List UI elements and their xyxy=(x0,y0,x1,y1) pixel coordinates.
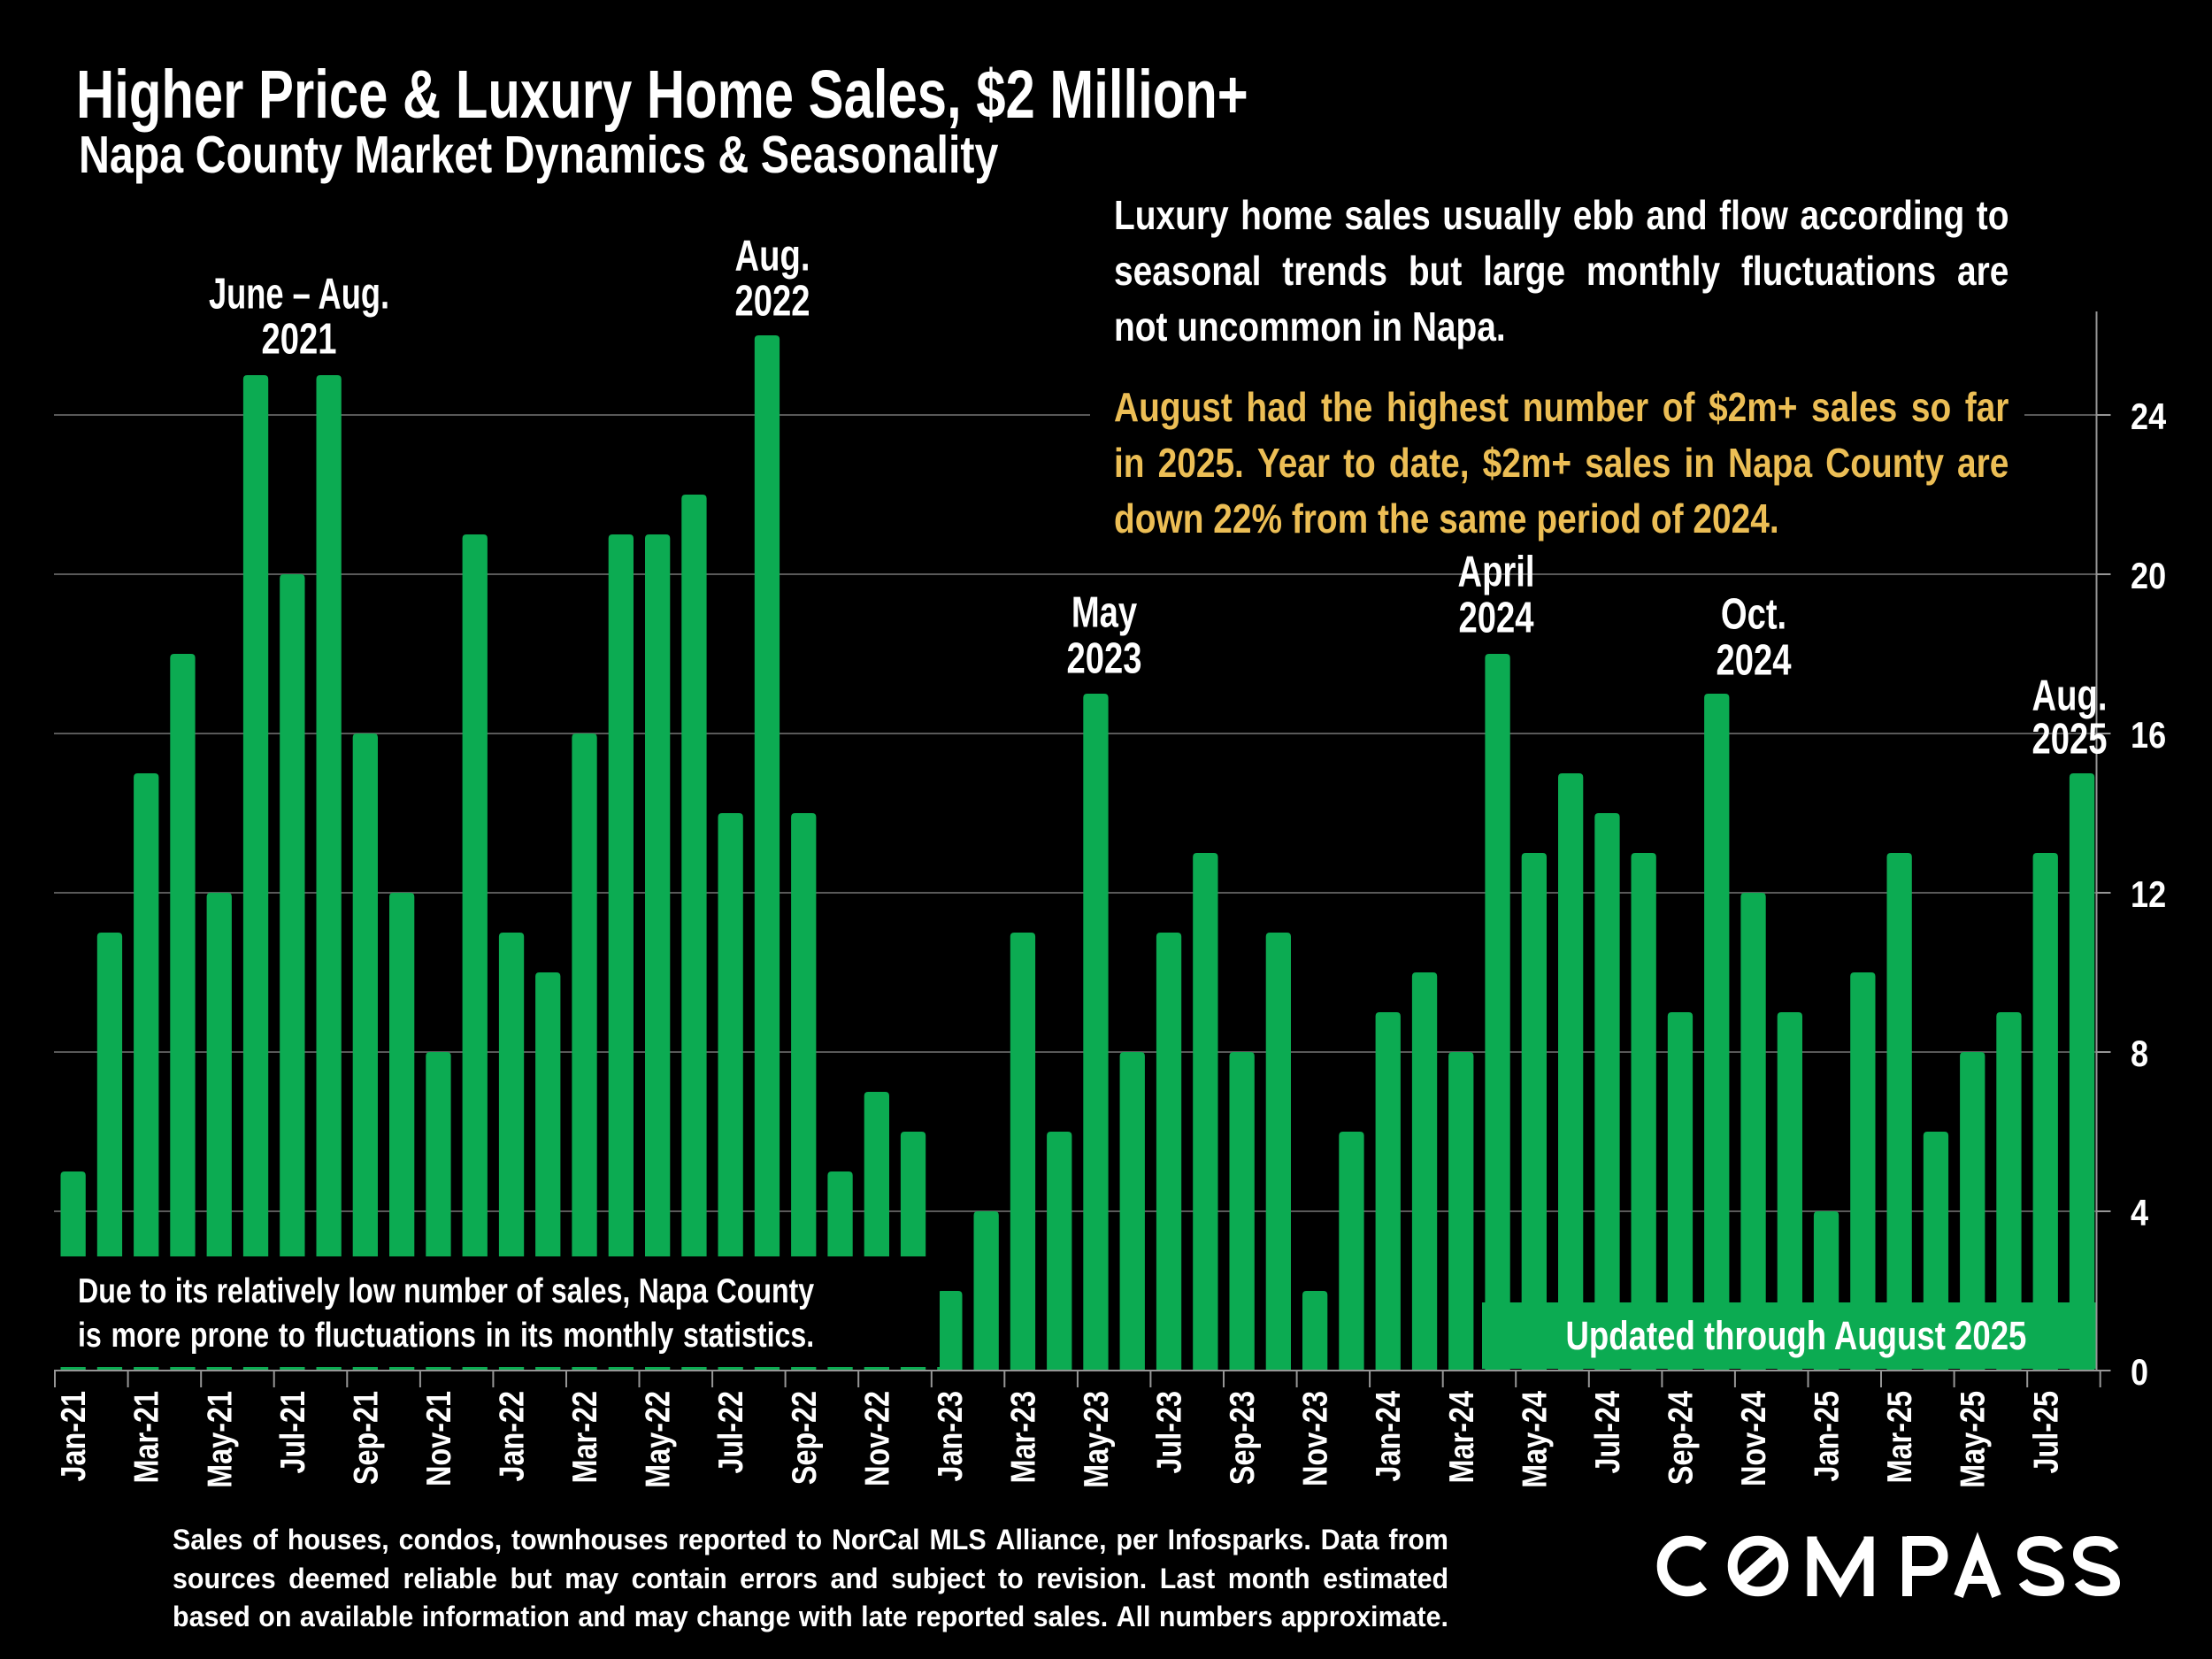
svg-text:Mar-21: Mar-21 xyxy=(127,1391,166,1483)
svg-text:4: 4 xyxy=(2131,1194,2148,1234)
svg-text:May-24: May-24 xyxy=(1516,1391,1555,1488)
svg-text:Oct.: Oct. xyxy=(1721,590,1786,639)
svg-text:2024: 2024 xyxy=(1458,594,1534,642)
svg-text:Mar-23: Mar-23 xyxy=(1004,1391,1043,1483)
svg-text:Jan-21: Jan-21 xyxy=(54,1391,93,1482)
svg-text:May-22: May-22 xyxy=(639,1391,678,1488)
svg-text:0: 0 xyxy=(2131,1353,2148,1394)
svg-text:Jul-23: Jul-23 xyxy=(1150,1391,1189,1474)
svg-text:Nov-24: Nov-24 xyxy=(1734,1391,1773,1486)
svg-text:May: May xyxy=(1071,588,1138,637)
svg-text:Napa County Market Dynamics &: Napa County Market Dynamics & Seasonalit… xyxy=(79,126,998,184)
svg-text:Sep-23: Sep-23 xyxy=(1223,1391,1262,1485)
svg-text:12: 12 xyxy=(2131,875,2166,916)
svg-text:20: 20 xyxy=(2131,557,2166,597)
svg-text:Nov-21: Nov-21 xyxy=(419,1391,458,1486)
svg-text:Updated through August 2025: Updated through August 2025 xyxy=(1566,1313,2027,1357)
svg-text:Jul-25: Jul-25 xyxy=(2026,1391,2065,1474)
svg-text:2025: 2025 xyxy=(2032,715,2107,764)
svg-text:Jan-25: Jan-25 xyxy=(1808,1391,1847,1482)
svg-text:Higher Price & Luxury Home Sal: Higher Price & Luxury Home Sales, $2 Mil… xyxy=(76,57,1248,133)
svg-text:Sep-22: Sep-22 xyxy=(785,1391,824,1485)
svg-text:Jan-23: Jan-23 xyxy=(931,1391,970,1482)
svg-text:May-25: May-25 xyxy=(1954,1391,1993,1488)
svg-text:Jan-24: Jan-24 xyxy=(1369,1391,1408,1482)
svg-text:24: 24 xyxy=(2131,397,2166,438)
svg-text:Sep-24: Sep-24 xyxy=(1662,1391,1701,1485)
svg-text:8: 8 xyxy=(2131,1034,2148,1075)
svg-text:May-21: May-21 xyxy=(200,1391,239,1488)
svg-text:Aug.: Aug. xyxy=(735,232,810,280)
svg-text:2023: 2023 xyxy=(1066,634,1141,683)
svg-text:Nov-23: Nov-23 xyxy=(1296,1391,1335,1486)
svg-text:2022: 2022 xyxy=(734,277,810,326)
svg-text:Jul-21: Jul-21 xyxy=(273,1391,312,1474)
svg-text:Mar-22: Mar-22 xyxy=(565,1391,604,1483)
svg-text:Mar-25: Mar-25 xyxy=(1880,1391,1919,1483)
svg-text:Aug.: Aug. xyxy=(2032,672,2108,720)
svg-text:2024: 2024 xyxy=(1716,636,1792,685)
svg-text:2021: 2021 xyxy=(261,315,336,364)
svg-text:April: April xyxy=(1457,548,1534,596)
svg-text:May-23: May-23 xyxy=(1077,1391,1116,1488)
svg-text:Mar-24: Mar-24 xyxy=(1442,1391,1481,1483)
svg-text:Nov-22: Nov-22 xyxy=(857,1391,896,1486)
svg-text:16: 16 xyxy=(2131,716,2166,757)
svg-text:Jul-24: Jul-24 xyxy=(1588,1391,1627,1474)
svg-text:June – Aug.: June – Aug. xyxy=(209,271,389,319)
svg-text:Sep-21: Sep-21 xyxy=(347,1391,386,1485)
svg-text:Jul-22: Jul-22 xyxy=(711,1391,750,1474)
svg-text:Jan-22: Jan-22 xyxy=(493,1391,532,1482)
